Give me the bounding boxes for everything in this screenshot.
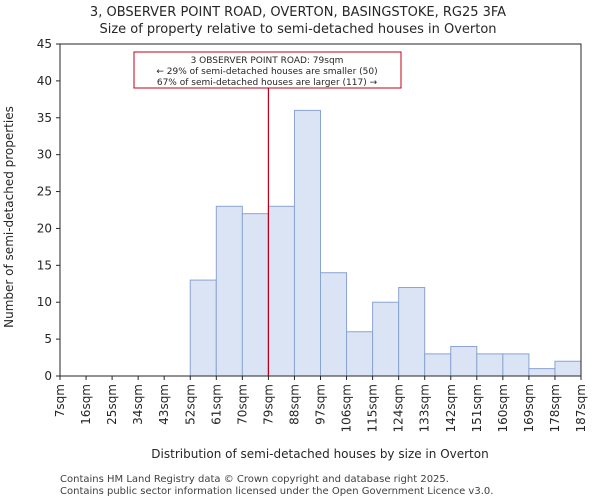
footer-line-2: Contains public sector information licen… [60,486,493,497]
y-tick-label-5: 5 [44,332,52,346]
y-tick-label-10: 10 [37,295,52,309]
annotation-line-3: 67% of semi-detached houses are larger (… [157,78,378,88]
bar-61sqm [215,205,243,377]
y-axis-ticks: 0 5 10 15 20 25 30 35 40 45 [37,37,60,383]
x-tick-label-115sqm: 115sqm [366,384,380,432]
x-tick-label-79sqm: 79sqm [261,384,275,425]
x-tick-label-178sqm: 178sqm [548,384,562,432]
bar-70sqm [241,213,269,377]
bar-178sqm [554,360,582,377]
x-tick-label-34sqm: 34sqm [131,384,145,425]
y-tick-label-15: 15 [37,258,52,272]
annotation-frame [133,51,402,89]
bar-142sqm [450,345,478,377]
y-axis-label: Number of semi-detached properties [2,106,16,328]
bar-169sqm [528,368,556,377]
x-tick-label-133sqm: 133sqm [418,384,432,432]
x-tick-label-7sqm: 7sqm [53,384,67,417]
y-tick-label-35: 35 [37,111,52,125]
y-tick-label-0: 0 [44,369,52,383]
annotation-box: 3 OBSERVER POINT ROAD: 79sqm ← 29% of se… [133,51,402,89]
y-tick-label-20: 20 [37,221,52,235]
x-axis-label: Distribution of semi-detached houses by … [151,447,488,461]
bar-88sqm [293,109,322,377]
bar-52sqm [189,279,217,377]
bars-group [189,109,582,377]
bar-79sqm [267,205,295,377]
y-tick-label-30: 30 [37,148,52,162]
x-tick-label-43sqm: 43sqm [157,384,171,425]
x-tick-label-169sqm: 169sqm [522,384,536,432]
chart-title: 3, OBSERVER POINT ROAD, OVERTON, BASINGS… [90,5,506,20]
x-tick-label-187sqm: 187sqm [574,384,588,432]
y-tick-label-25: 25 [37,185,52,199]
x-tick-label-142sqm: 142sqm [444,384,458,432]
annotation-line-2: ← 29% of semi-detached houses are smalle… [156,67,377,77]
x-tick-label-124sqm: 124sqm [392,384,406,432]
x-tick-label-97sqm: 97sqm [314,384,328,425]
x-tick-label-70sqm: 70sqm [235,384,249,425]
bar-160sqm [502,353,530,377]
x-axis-ticks: 7sqm 16sqm 25sqm 34sqm 43sqm 52sqm 61sqm 70sqm 7… [53,376,588,432]
chart-subtitle: Size of property relative to semi-detach… [99,22,496,37]
footer-line-1: Contains HM Land Registry data © Crown c… [60,474,449,485]
x-tick-label-61sqm: 61sqm [209,384,223,425]
bar-124sqm [398,286,426,377]
y-tick-label-40: 40 [37,74,52,88]
x-tick-label-160sqm: 160sqm [496,384,510,432]
x-tick-label-106sqm: 106sqm [340,384,354,432]
x-tick-label-88sqm: 88sqm [287,384,301,425]
plot-frame [59,43,582,377]
x-tick-label-25sqm: 25sqm [105,384,119,425]
bar-151sqm [476,353,504,377]
x-tick-label-151sqm: 151sqm [470,384,484,432]
bar-106sqm [346,331,374,377]
y-tick-label-45: 45 [37,37,52,51]
bar-115sqm [372,301,400,377]
annotation-line-1: 3 OBSERVER POINT ROAD: 79sqm [191,56,344,66]
bar-97sqm [320,272,348,377]
x-tick-label-16sqm: 16sqm [79,384,93,425]
bar-133sqm [424,353,452,377]
x-tick-label-52sqm: 52sqm [183,384,197,425]
